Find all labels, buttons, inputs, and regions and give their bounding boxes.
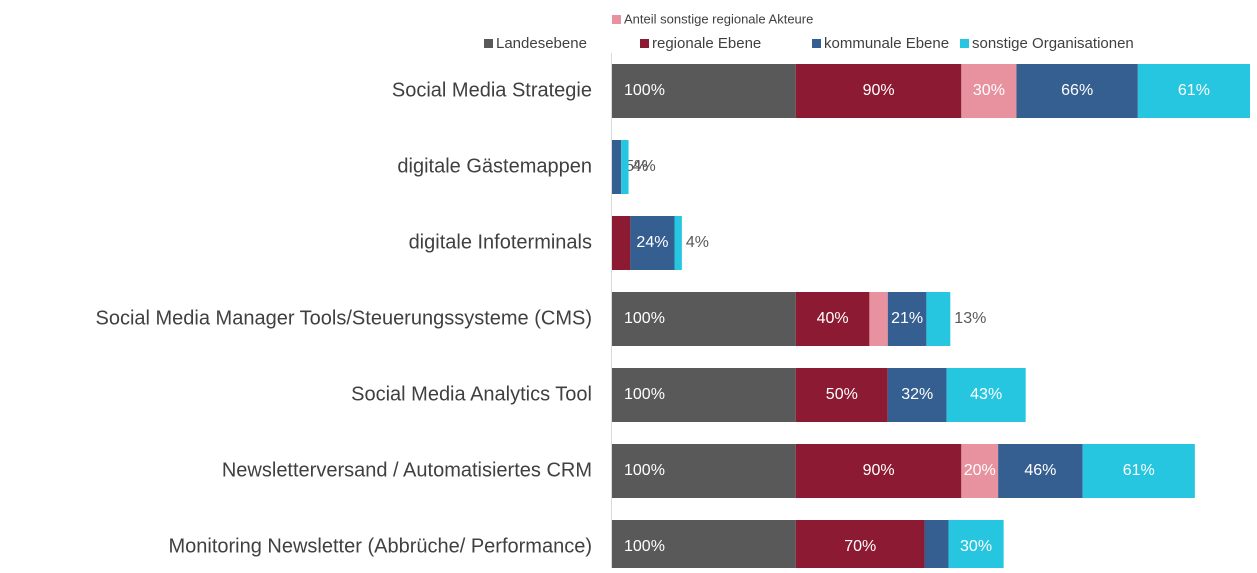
bar-segment [1137, 64, 1250, 118]
bar-segment [795, 520, 925, 573]
data-label: 30% [973, 82, 1005, 99]
category-label: Social Media Manager Tools/Steuerungssys… [95, 307, 592, 329]
legend-swatch [640, 39, 649, 48]
data-label: 40% [817, 310, 849, 327]
bar-segment [612, 520, 796, 573]
data-label: 43% [970, 386, 1002, 403]
bar-segment [630, 216, 675, 270]
bar-segment [1016, 64, 1138, 118]
data-label: 46% [1024, 462, 1056, 479]
bar-segment [887, 368, 947, 422]
legend-label: Anteil sonstige regionale Akteure [624, 11, 813, 26]
data-label: 5% [625, 158, 648, 175]
legend-swatch [812, 39, 821, 48]
data-label: 90% [863, 462, 895, 479]
bar-segment [998, 444, 1083, 498]
bar-segment [612, 292, 796, 346]
legend-swatch [612, 15, 621, 24]
data-label: 90% [863, 82, 895, 99]
bar-segment [612, 216, 631, 270]
bar-segment [795, 64, 962, 118]
data-label: 100% [624, 462, 665, 479]
data-label: 24% [636, 234, 668, 251]
data-label: 61% [1178, 82, 1210, 99]
legend-swatch [960, 39, 969, 48]
bar-segment [621, 140, 629, 194]
bar-segment [961, 444, 999, 498]
legend-label: Landesebene [496, 35, 587, 52]
data-label: 61% [1123, 462, 1155, 479]
bar-segment [961, 64, 1017, 118]
legend-label: sonstige Organisationen [972, 35, 1134, 52]
data-label: 20% [964, 462, 996, 479]
bar-segment [887, 292, 927, 346]
data-label: 100% [624, 538, 665, 555]
bar-segment [795, 444, 962, 498]
bar-segment [1082, 444, 1195, 498]
data-label: 66% [1061, 82, 1093, 99]
legend-swatch [484, 39, 493, 48]
category-label: Newsletterversand / Automatisiertes CRM [222, 459, 592, 481]
bar-segment [674, 216, 682, 270]
data-label: 32% [901, 386, 933, 403]
bar-segment [795, 368, 888, 422]
data-label: 50% [826, 386, 858, 403]
legend-label: regionale Ebene [652, 35, 761, 52]
data-label: 4% [686, 234, 709, 251]
bar-segment [795, 292, 870, 346]
bar-segment [869, 292, 888, 346]
bar-segment [946, 368, 1026, 422]
category-label: digitale Infoterminals [409, 231, 592, 253]
data-label: 100% [624, 310, 665, 327]
data-label: 100% [624, 82, 665, 99]
data-label: 21% [891, 310, 923, 327]
data-label: 30% [960, 538, 992, 555]
bar-segment [924, 520, 949, 573]
category-label: Monitoring Newsletter (Abbrüche/ Perform… [168, 535, 592, 557]
bar-segment [926, 292, 951, 346]
bar-segment [612, 368, 796, 422]
category-label: digitale Gästemappen [397, 155, 592, 177]
category-label: Social Media Analytics Tool [351, 383, 592, 405]
data-label: 4% [633, 158, 656, 175]
bar-segment [612, 64, 796, 118]
legend-label: kommunale Ebene [824, 35, 949, 52]
bar-segment [612, 444, 796, 498]
data-label: 100% [624, 386, 665, 403]
data-label: 13% [954, 310, 986, 327]
bar-segment [948, 520, 1004, 573]
bar-segment [612, 140, 622, 194]
category-label: Social Media Strategie [392, 79, 592, 101]
data-label: 70% [844, 538, 876, 555]
